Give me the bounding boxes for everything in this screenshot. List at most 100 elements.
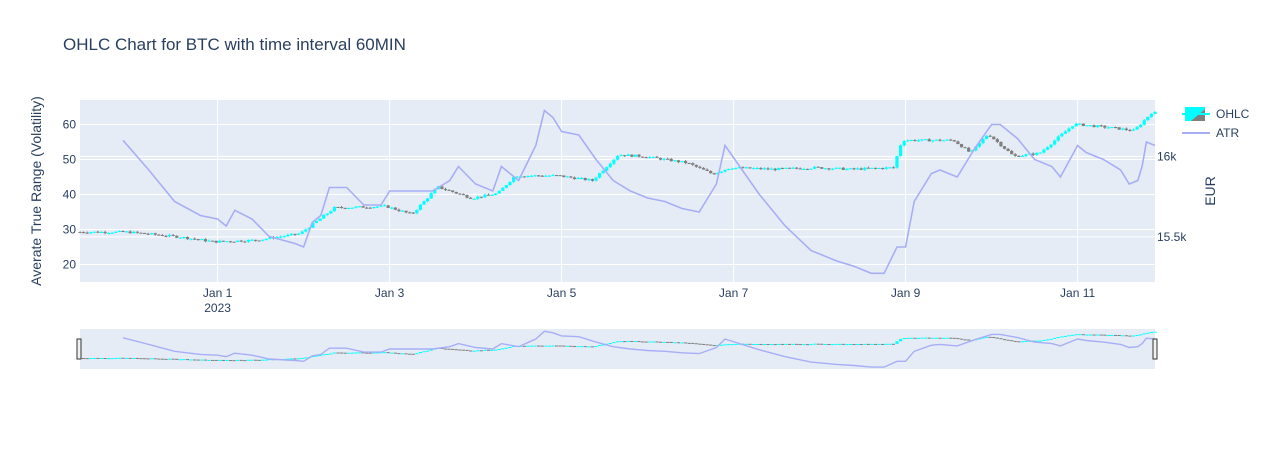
ohlc-candle [329,211,333,214]
range-slider-candle [300,357,304,359]
ohlc-candle [820,167,824,169]
ohlc-candle [877,168,881,170]
ohlc-candle [870,167,874,169]
ohlc-candle [1020,155,1025,157]
range-slider-candle [1056,337,1060,339]
range-slider-candle [218,359,222,361]
ohlc-candle [809,168,813,170]
range-slider-candle [314,355,319,357]
ohlc-candle [1128,129,1132,131]
range-slider-candle [336,352,340,354]
ohlc-candle [590,179,595,181]
range-slider-candle [673,342,677,344]
ohlc-candle [1038,152,1042,154]
range-slider-candle [1035,340,1039,342]
ohlc-candle [1099,125,1103,127]
range-slider-atr-line [122,330,1156,368]
ohlc-candle [1063,131,1068,134]
range-slider-candle [128,357,132,359]
ohlc-candle [379,205,383,207]
ohlc-candle [293,233,297,235]
ohlc-candle [666,158,670,160]
ohlc-candle [594,177,598,181]
range-slider-candle [458,349,462,351]
range-slider-candle [465,349,469,351]
ohlc-candle [246,239,251,242]
range-slider-candle [135,357,139,359]
ohlc-candle [963,147,967,149]
ohlc-candle [1045,147,1050,150]
ohlc-candle [931,140,935,142]
ohlc-candle [124,231,129,233]
ohlc-candle [286,234,290,237]
range-slider-candle [1149,332,1154,334]
ohlc-candle [705,169,709,171]
range-slider-candle [117,357,122,359]
range-slider-candle [1088,334,1093,336]
ohlc-candle [838,167,842,169]
y-left-tick-label: 60 [63,118,77,132]
ohlc-candle [1002,146,1007,149]
range-slider-candle [368,352,372,354]
ohlc-candle [759,168,763,170]
range-slider-candle [870,343,874,345]
range-slider-candle [852,344,856,346]
ohlc-candle [447,189,451,191]
ohlc-candle [264,238,268,240]
ohlc-candle [1153,111,1157,114]
range-slider-candle [253,359,258,361]
range-slider-candle [114,357,118,359]
ohlc-candle [780,167,784,169]
range-slider-candle [343,352,347,354]
range-slider-candle [207,359,211,361]
legend[interactable]: OHLC ATR [1182,107,1250,140]
range-slider-left-handle[interactable] [76,338,82,360]
ohlc-candle [121,230,125,232]
range-slider-candle [1070,334,1075,336]
range-slider-candle [264,359,268,361]
range-slider-candle [150,358,154,360]
range-slider-candle [683,342,688,344]
ohlc-candle [461,194,466,196]
range-slider-candle [583,346,587,348]
range-slider-candle [931,337,935,339]
legend-item-atr[interactable]: ATR [1182,126,1239,140]
ohlc-candle [748,167,752,169]
ohlc-candle [372,207,376,209]
ohlc-candle [200,239,204,241]
range-slider-candle [924,337,928,339]
range-slider-candle [648,341,652,343]
range-slider-candle [981,337,985,339]
range-slider-candle [289,358,294,360]
range-slider[interactable] [76,329,1158,369]
ohlc-candle [1139,124,1143,128]
range-slider-candle [795,343,799,345]
legend-item-ohlc[interactable]: OHLC [1182,107,1250,121]
range-slider-candle [762,344,767,346]
y-right-tick-label: 15.5k [1157,230,1187,244]
range-slider-candle [497,348,501,350]
range-slider-candle [934,337,939,339]
range-slider-candle [884,343,888,345]
range-slider-candle [286,358,290,360]
ohlc-candle [117,230,122,232]
ohlc-candle [834,167,838,169]
ohlc-candle [1117,127,1121,130]
range-slider-right-handle[interactable] [1152,338,1158,360]
range-slider-candle [332,352,337,354]
ohlc-candle [1131,129,1136,131]
ohlc-candle [802,168,806,170]
range-slider-candle [537,345,541,347]
x-tick-label: Jan 1 [203,286,233,300]
ohlc-candle [311,222,315,228]
range-slider-candle [780,343,784,345]
range-slider-candle [508,346,512,348]
range-slider-candle [476,350,480,352]
range-slider-candle [773,344,777,346]
range-slider-background[interactable] [80,329,1155,369]
range-slider-candle [633,341,638,343]
ohlc-candle [881,168,885,170]
ohlc-candle [318,218,322,221]
